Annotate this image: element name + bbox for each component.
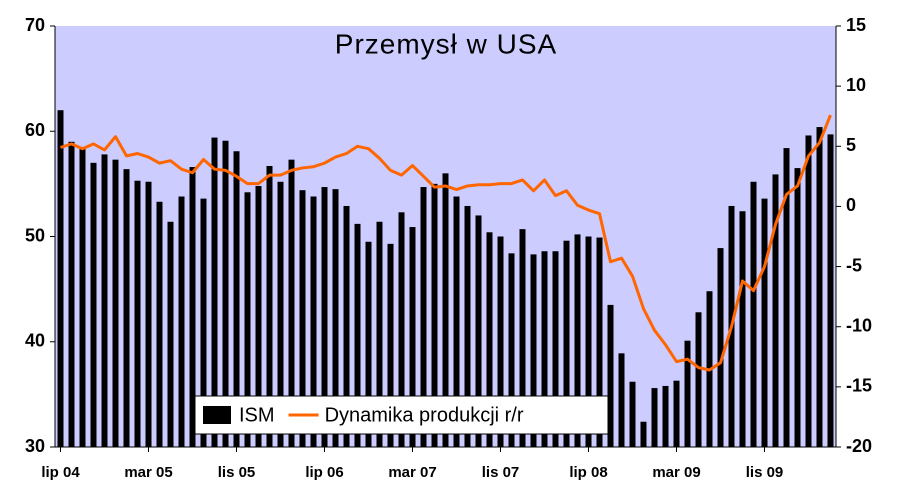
y2-tick-label: 0 [846, 195, 856, 215]
bar [299, 190, 306, 447]
bar [805, 135, 812, 447]
bar [695, 312, 702, 447]
bar [167, 221, 174, 447]
bar [827, 134, 834, 447]
bar [68, 141, 75, 447]
bar [497, 236, 504, 447]
bar [409, 227, 416, 447]
bar [596, 237, 603, 447]
x-tick-label: mar 05 [124, 464, 172, 481]
bar [310, 196, 317, 447]
x-tick-label: lip 04 [41, 464, 80, 481]
x-tick-label: lip 08 [569, 464, 607, 481]
bar [607, 304, 614, 447]
bar [354, 223, 361, 447]
bar [376, 221, 383, 447]
bar [618, 353, 625, 447]
line [60, 114, 832, 372]
bar [101, 154, 108, 447]
x-tick-label: lis 07 [482, 464, 520, 481]
bar [739, 211, 746, 447]
bar [156, 201, 163, 447]
legend-label: Dynamika produkcji r/r [325, 404, 524, 426]
bar [530, 254, 537, 447]
y2-tick-label: -10 [846, 315, 872, 335]
bar [332, 189, 339, 447]
bar [255, 185, 262, 448]
bar [211, 137, 218, 447]
bar [145, 181, 152, 447]
x-tick-label: lis 05 [218, 464, 256, 481]
bar [233, 151, 240, 447]
bar [519, 229, 526, 447]
bar [134, 180, 141, 447]
bar [420, 187, 427, 447]
y2-tick-label: 15 [846, 15, 866, 35]
y2-tick-label: -20 [846, 436, 872, 456]
x-tick-label: mar 09 [652, 464, 700, 481]
bar [321, 187, 328, 447]
bar [783, 148, 790, 447]
bar [750, 181, 757, 447]
bar [244, 192, 251, 447]
legend-label: ISM [239, 404, 275, 426]
bar [508, 253, 515, 447]
bar [673, 380, 680, 447]
bar [398, 212, 405, 447]
bar [684, 340, 691, 447]
bar [794, 168, 801, 447]
bar [90, 162, 97, 447]
bar [431, 183, 438, 447]
bar [189, 167, 196, 447]
bar [772, 174, 779, 447]
bar [717, 248, 724, 447]
bar [486, 232, 493, 447]
bar [266, 165, 273, 448]
bar [453, 196, 460, 447]
chart-title: Przemysł w USA [335, 28, 557, 59]
y-tick-label: 50 [25, 225, 45, 245]
y-tick-label: 60 [25, 120, 45, 140]
legend-box [194, 395, 609, 435]
bar [222, 140, 229, 447]
y2-tick-label: 5 [846, 135, 856, 155]
bar [123, 169, 130, 447]
bar [541, 251, 548, 447]
bar [365, 241, 372, 447]
bar [112, 159, 119, 448]
bar [651, 388, 658, 447]
y-tick-label: 30 [25, 436, 45, 456]
bar [552, 251, 559, 447]
bar [761, 198, 768, 447]
bar [387, 243, 394, 447]
bar [574, 234, 581, 447]
y-tick-label: 40 [25, 331, 45, 351]
bar [277, 181, 284, 447]
bar [343, 205, 350, 447]
y2-tick-label: 10 [846, 75, 866, 95]
bar [640, 421, 647, 447]
legend-swatch [203, 406, 231, 424]
bar [442, 173, 449, 447]
y2-tick-label: -15 [846, 376, 872, 396]
x-tick-label: mar 07 [388, 464, 436, 481]
bar [662, 385, 669, 447]
bar [816, 127, 823, 447]
bar [464, 205, 471, 447]
bar [585, 236, 592, 447]
bar [57, 110, 64, 447]
bar [178, 196, 185, 447]
x-tick-label: lis 09 [746, 464, 784, 481]
bar [79, 147, 86, 447]
bar [563, 240, 570, 447]
bar [475, 215, 482, 447]
x-tick-label: lip 06 [305, 464, 343, 481]
y-tick-label: 70 [25, 15, 45, 35]
bar [629, 381, 636, 447]
y2-tick-label: -5 [846, 255, 862, 275]
bar [200, 198, 207, 447]
bar [288, 159, 295, 448]
